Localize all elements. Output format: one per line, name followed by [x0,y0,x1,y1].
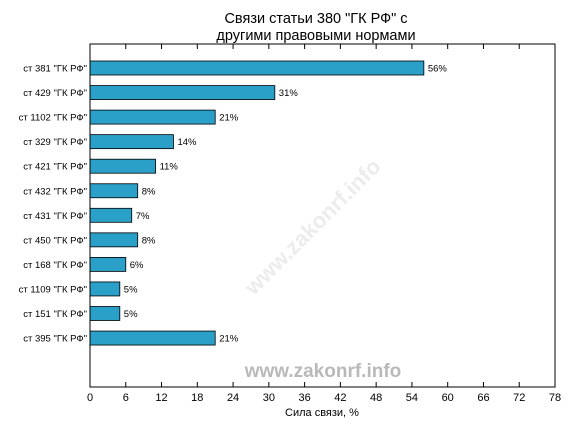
bar [89,85,276,100]
x-tick-label: 36 [298,392,310,404]
x-tick-label: 6 [123,392,129,404]
bar [89,207,133,223]
watermark-diagonal: www.zakonrf.info [239,154,386,301]
value-label: 8% [142,186,156,197]
value-label: 5% [124,309,138,320]
chart-title-line-2: другими правовыми нормами [216,28,415,44]
x-axis-tick-labels: 0 6 12 18 24 30 36 42 48 54 60 66 72 78 [87,392,561,404]
category-label: ст 168 "ГК РФ" [23,260,87,271]
category-label: ст 432 "ГК РФ" [23,186,87,197]
bar [89,60,425,76]
x-tick-label: 60 [442,392,454,404]
x-axis-ticks [89,44,556,387]
value-label: 11% [160,162,179,173]
x-tick-label: 72 [513,392,525,404]
x-tick-label: 48 [370,392,382,404]
plot-frame [89,43,556,388]
x-tick-label: 30 [263,392,275,404]
category-label: ст 1109 "ГК РФ" [19,284,87,295]
bar [89,183,139,199]
value-label: 5% [124,284,138,295]
category-labels: ст 381 "ГК РФ" ст 429 "ГК РФ" ст 1102 "ГК … [19,64,87,345]
category-label: ст 421 "ГК РФ" [23,162,87,173]
category-label: ст 329 "ГК РФ" [23,137,87,148]
value-label: 21% [219,113,239,124]
x-tick-label: 18 [191,392,203,404]
bar [89,281,121,297]
x-tick-label: 66 [477,392,489,404]
bar [89,232,139,248]
chart-title-line-1: Связи статьи 380 "ГК РФ" с [224,11,407,27]
x-tick-label: 54 [406,392,418,404]
x-tick-label: 42 [334,392,346,404]
value-label: 56% [428,64,448,75]
value-label: 31% [279,88,299,99]
x-axis-label: Сила связи, % [285,407,359,419]
bar [89,306,121,321]
category-label: ст 381 "ГК РФ" [23,64,87,75]
value-label: 6% [130,260,144,271]
category-label: ст 429 "ГК РФ" [23,88,87,99]
x-tick-label: 78 [549,392,561,404]
x-tick-label: 24 [227,392,239,404]
bar [89,158,156,174]
value-label: 21% [219,334,239,345]
value-label: 7% [136,211,150,222]
category-label: ст 395 "ГК РФ" [23,334,87,345]
bar [89,256,127,272]
category-label: ст 450 "ГК РФ" [23,235,87,246]
value-label: 8% [142,235,156,246]
x-tick-label: 12 [155,392,167,404]
watermark: www.zakonrf.info [244,361,402,382]
category-label: ст 431 "ГК РФ" [23,211,87,222]
x-tick-label: 0 [87,392,93,404]
bar [89,134,174,150]
bar [89,330,216,346]
category-label: ст 151 "ГК РФ" [23,309,87,320]
bar [89,109,216,125]
value-labels: 56% 31% 21% 14% 11% 8% 7% 8% 6% 5% 5% 21% [124,64,448,345]
value-label: 14% [177,137,197,148]
category-label: ст 1102 "ГК РФ" [19,113,87,124]
bars [89,60,425,346]
